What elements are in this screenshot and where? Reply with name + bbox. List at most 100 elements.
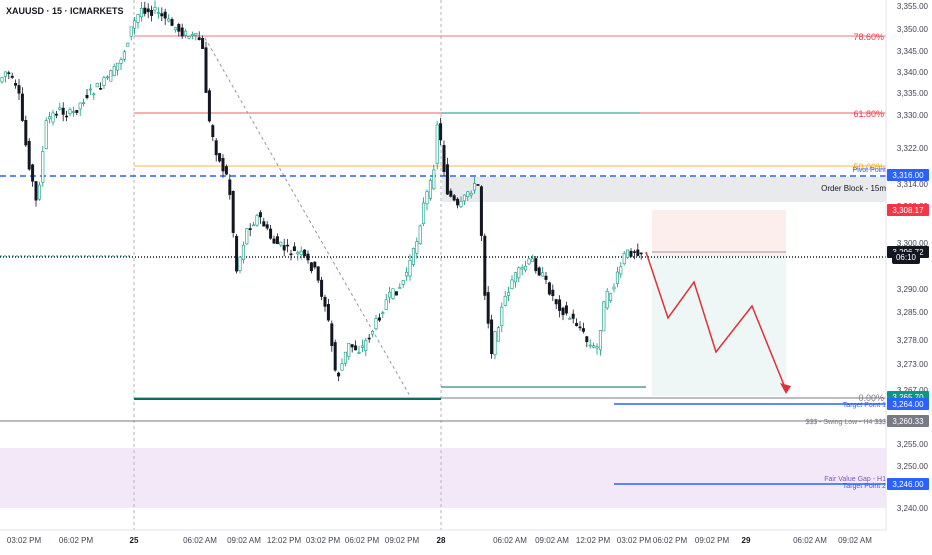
candle	[473, 177, 477, 194]
candle	[167, 14, 171, 23]
candle	[537, 266, 541, 277]
candle	[306, 250, 310, 264]
candle	[211, 123, 215, 142]
price-tick-label: 3,267.00	[897, 386, 929, 395]
candle	[629, 248, 633, 258]
time-tick-label: 09:02 AM	[535, 536, 569, 545]
candle	[483, 233, 487, 301]
price-tick-label: 3,350.00	[897, 25, 929, 34]
candle	[309, 262, 313, 274]
time-tick-label: 06:02 AM	[183, 536, 217, 545]
candle	[432, 164, 436, 191]
candle	[265, 221, 269, 231]
price-tick-label: 3,345.00	[897, 47, 929, 56]
price-badge: 3,308.17	[887, 204, 929, 216]
candle	[255, 213, 259, 227]
candle	[95, 82, 99, 88]
time-tick-label: 06:02 PM	[653, 536, 688, 545]
candle	[24, 115, 28, 147]
candle	[330, 320, 334, 352]
candle	[296, 250, 300, 261]
candle	[238, 256, 242, 274]
price-axis[interactable]	[886, 0, 932, 550]
candle	[568, 316, 572, 320]
candle	[493, 330, 497, 360]
candle	[415, 237, 419, 259]
price-tick-label: 3,322.00	[897, 144, 929, 153]
candle	[530, 254, 534, 262]
candle	[541, 266, 545, 277]
candle	[575, 318, 579, 327]
candle	[323, 294, 327, 312]
candle	[347, 342, 351, 361]
price-badge-label: 3,264.00	[892, 400, 924, 409]
candle	[88, 84, 92, 95]
price-tick-label: 3,290.00	[897, 285, 929, 294]
candle	[384, 293, 388, 311]
time-tick-label: 29	[742, 536, 751, 545]
candle	[496, 325, 500, 342]
candle	[82, 98, 86, 107]
swing-low-label: $$$ - Swing Low - H4 $$$	[805, 419, 886, 426]
time-tick-label: 03:02 PM	[306, 536, 341, 545]
candle	[320, 276, 324, 301]
time-tick-labels: 03:02 PM 06:02 PM 25 06:02 AM 09:02 AM 12:02 …	[7, 536, 872, 545]
candle	[619, 262, 623, 278]
candle	[561, 306, 565, 321]
candle	[156, 7, 160, 19]
candle	[571, 309, 575, 324]
candle	[187, 35, 191, 40]
candle	[452, 193, 456, 202]
candle	[445, 157, 449, 196]
candle	[102, 75, 106, 90]
candle	[228, 174, 232, 200]
candle	[507, 286, 511, 302]
symbol-title: XAUUSD · 15 · ICMARKETS	[6, 6, 124, 16]
candle	[428, 178, 432, 201]
candle	[398, 283, 402, 289]
candle	[224, 164, 228, 176]
time-tick-label: 12:02 PM	[267, 536, 302, 545]
time-axis[interactable]	[0, 530, 886, 550]
candle	[313, 261, 317, 270]
time-tick-label: 09:02 AM	[838, 536, 872, 545]
candle	[588, 339, 592, 349]
candle	[605, 288, 609, 310]
candle	[51, 109, 55, 126]
candle	[585, 335, 589, 348]
price-badge: 3,246.00	[887, 478, 929, 490]
price-tick-label: 3,250.00	[897, 462, 929, 471]
candle	[136, 13, 140, 29]
price-tick-label: 3,340.00	[897, 68, 929, 77]
candle	[252, 221, 256, 227]
candle	[303, 249, 307, 259]
candle	[357, 345, 361, 355]
candle	[534, 255, 538, 274]
candle	[99, 82, 103, 90]
candle	[544, 272, 548, 285]
candle	[401, 279, 405, 288]
candle	[112, 63, 116, 77]
candle	[221, 154, 225, 178]
pivot-point-label: Pivot Point	[853, 167, 887, 174]
candle	[170, 17, 174, 26]
candle	[177, 22, 181, 37]
price-badge-label: 3,265.70	[892, 393, 924, 402]
candle	[44, 117, 48, 150]
candle	[367, 334, 371, 343]
price-tick-label: 3,355.00	[897, 2, 929, 11]
time-tick-label: 06:02 AM	[493, 536, 527, 545]
candle	[364, 337, 368, 357]
candle	[160, 7, 164, 21]
fair-value-gap-zone	[0, 448, 886, 508]
price-badge-label: 3,308.17	[892, 206, 924, 215]
price-tick-label: 3,240.00	[897, 504, 929, 513]
candle	[0, 76, 4, 84]
candle	[394, 291, 398, 296]
candle	[272, 235, 276, 244]
candle	[235, 234, 239, 274]
candle	[411, 247, 415, 267]
time-tick-label: 06:02 PM	[345, 536, 380, 545]
